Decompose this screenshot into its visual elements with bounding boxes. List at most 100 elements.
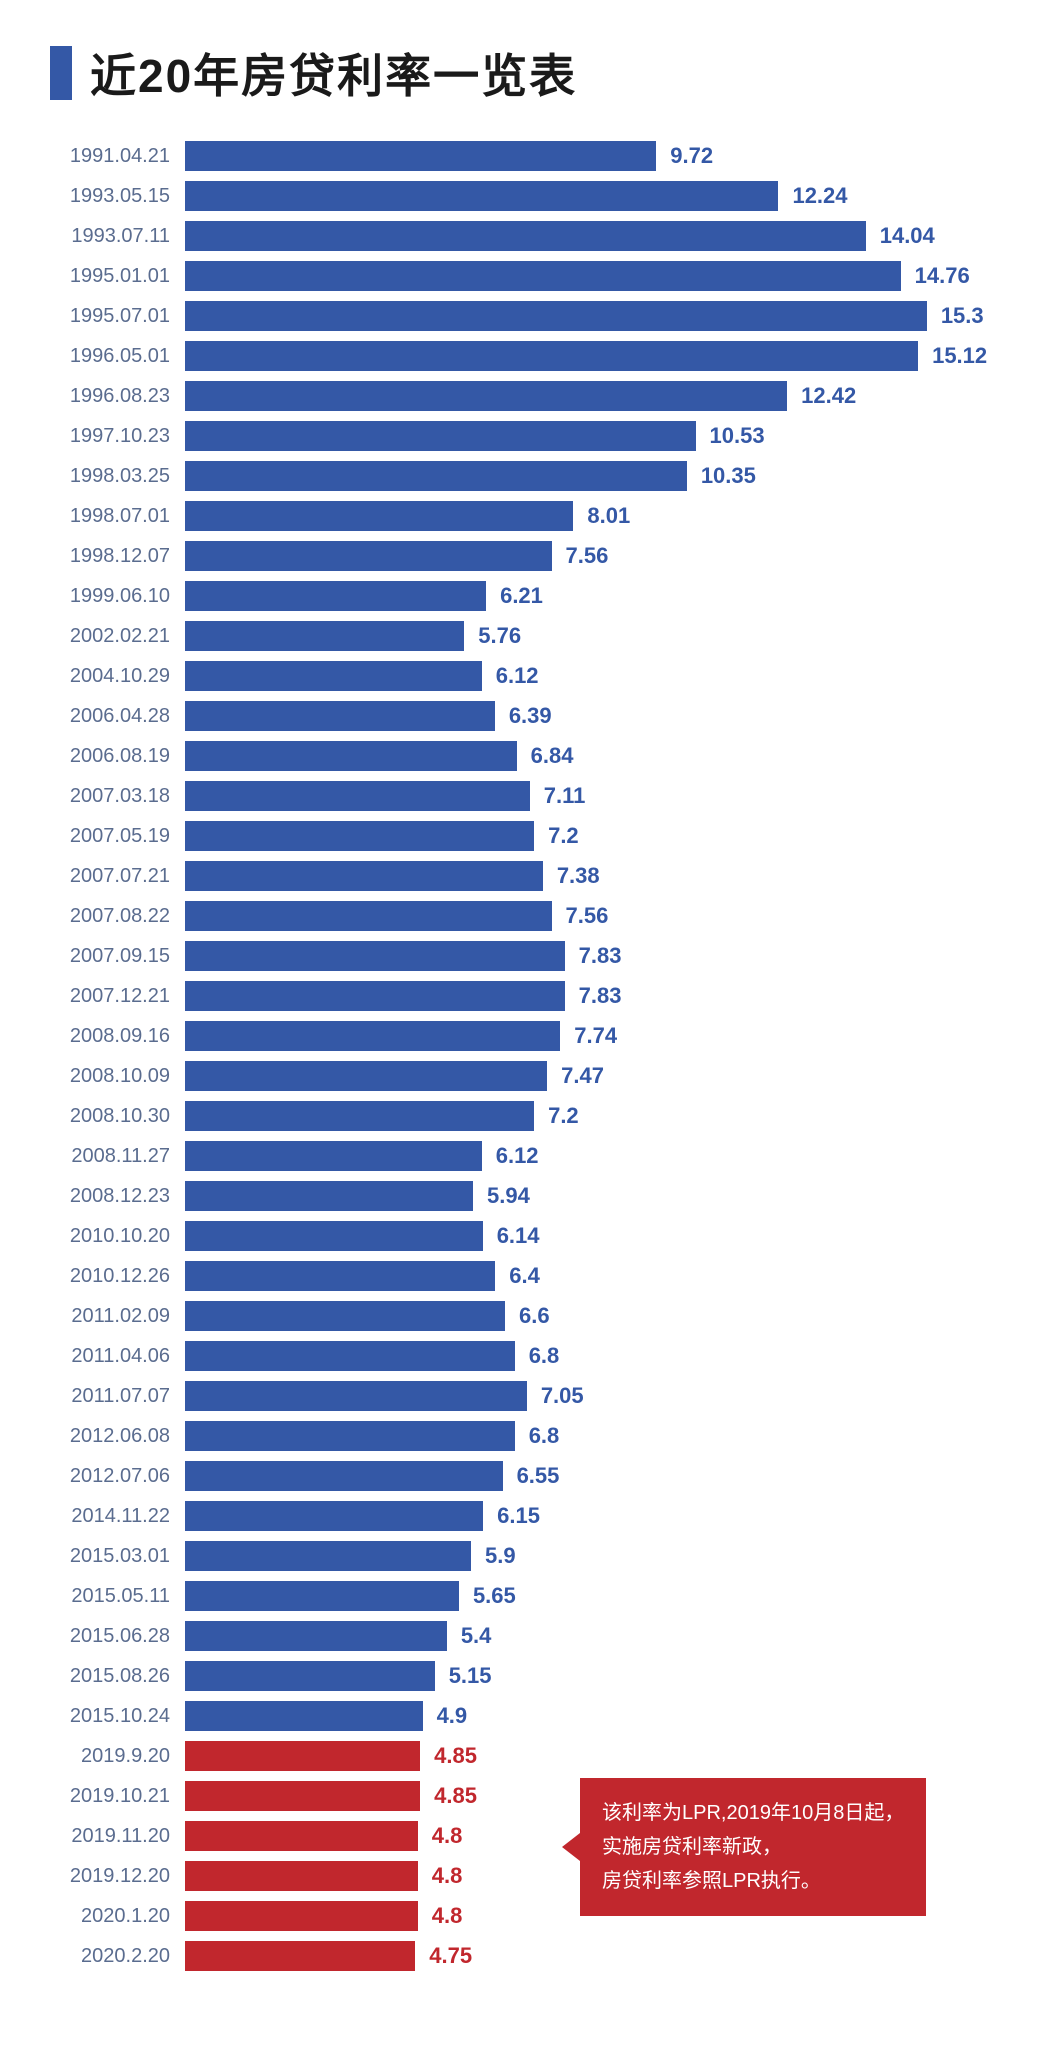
value-label: 7.11 <box>544 783 586 809</box>
value-label: 9.72 <box>670 143 713 169</box>
bar <box>185 781 530 811</box>
date-label: 2008.09.16 <box>50 1025 185 1048</box>
date-label: 2004.10.29 <box>50 665 185 688</box>
bar <box>185 1821 418 1851</box>
bar <box>185 941 565 971</box>
chart-row: 2007.07.217.38 <box>50 856 1000 896</box>
value-label: 14.04 <box>880 223 935 249</box>
chart-row: 2014.11.226.15 <box>50 1496 1000 1536</box>
bar-area: 6.8 <box>185 1421 1000 1451</box>
date-label: 2015.05.11 <box>50 1585 185 1608</box>
value-label: 4.8 <box>432 1903 463 1929</box>
bar <box>185 1541 471 1571</box>
date-label: 1991.04.21 <box>50 145 185 168</box>
date-label: 2008.10.09 <box>50 1065 185 1088</box>
date-label: 2011.07.07 <box>50 1385 185 1408</box>
bar <box>185 1141 482 1171</box>
value-label: 6.84 <box>531 743 574 769</box>
bar <box>185 301 927 331</box>
value-label: 10.35 <box>701 463 756 489</box>
date-label: 2008.12.23 <box>50 1185 185 1208</box>
bar <box>185 1661 435 1691</box>
chart-title: 近20年房贷利率一览表 <box>90 40 577 106</box>
bar-area: 6.12 <box>185 661 1000 691</box>
bar-area: 7.56 <box>185 541 1000 571</box>
date-label: 1999.06.10 <box>50 585 185 608</box>
bar-area: 7.05 <box>185 1381 1000 1411</box>
chart-row: 2011.04.06 6.8 <box>50 1336 1000 1376</box>
chart-row: 1998.07.018.01 <box>50 496 1000 536</box>
bar <box>185 1901 418 1931</box>
value-label: 12.24 <box>792 183 847 209</box>
chart-row: 2015.03.015.9 <box>50 1536 1000 1576</box>
date-label: 2008.10.30 <box>50 1105 185 1128</box>
date-label: 1993.07.11 <box>50 225 185 248</box>
bar-area: 6.84 <box>185 741 1000 771</box>
bar-area: 7.38 <box>185 861 1000 891</box>
chart-row: 2012.06.08 6.8 <box>50 1416 1000 1456</box>
bar-area: 10.35 <box>185 461 1000 491</box>
chart-row: 2008.10.30 7.2 <box>50 1096 1000 1136</box>
value-label: 6.4 <box>509 1263 540 1289</box>
date-label: 1995.01.01 <box>50 265 185 288</box>
title-marker <box>50 46 72 100</box>
chart-row: 2008.10.09 7.47 <box>50 1056 1000 1096</box>
chart-row: 2011.07.07 7.05 <box>50 1376 1000 1416</box>
value-label: 6.12 <box>496 663 539 689</box>
chart-row: 1995.07.0115.3 <box>50 296 1000 336</box>
bar-area: 7.83 <box>185 981 1000 1011</box>
bar-area: 15.12 <box>185 341 1000 371</box>
bar-area: 6.39 <box>185 701 1000 731</box>
bar-area: 6.4 <box>185 1261 1000 1291</box>
bar-area: 5.15 <box>185 1661 1000 1691</box>
bar-area: 6.14 <box>185 1221 1000 1251</box>
date-label: 2011.04.06 <box>50 1345 185 1368</box>
value-label: 7.47 <box>561 1063 604 1089</box>
date-label: 2002.02.21 <box>50 625 185 648</box>
bar-area: 6.15 <box>185 1501 1000 1531</box>
chart-row: 1993.05.15 12.24 <box>50 176 1000 216</box>
value-label: 4.8 <box>432 1863 463 1889</box>
value-label: 6.21 <box>500 583 543 609</box>
bar-area: 8.01 <box>185 501 1000 531</box>
bar-area: 7.74 <box>185 1021 1000 1051</box>
date-label: 2006.04.28 <box>50 705 185 728</box>
value-label: 5.9 <box>485 1543 516 1569</box>
chart-row: 2015.06.285.4 <box>50 1616 1000 1656</box>
value-label: 6.8 <box>529 1343 560 1369</box>
date-label: 2007.12.21 <box>50 985 185 1008</box>
bar <box>185 581 486 611</box>
bar <box>185 1101 534 1131</box>
value-label: 6.8 <box>529 1423 560 1449</box>
bar-area: 6.8 <box>185 1341 1000 1371</box>
date-label: 2010.10.20 <box>50 1225 185 1248</box>
bar <box>185 1621 447 1651</box>
value-label: 15.12 <box>932 343 987 369</box>
value-label: 7.2 <box>548 1103 579 1129</box>
date-label: 2008.11.27 <box>50 1145 185 1168</box>
value-label: 7.05 <box>541 1383 584 1409</box>
bar <box>185 1221 483 1251</box>
bar-area: 14.04 <box>185 221 1000 251</box>
bar <box>185 1021 560 1051</box>
bar-chart: 1991.04.219.721993.05.1512.241993.07.111… <box>50 136 1000 1976</box>
bar <box>185 541 552 571</box>
date-label: 2012.06.08 <box>50 1425 185 1448</box>
chart-row: 2015.10.244.9 <box>50 1696 1000 1736</box>
value-label: 6.15 <box>497 1503 540 1529</box>
value-label: 6.6 <box>519 1303 550 1329</box>
date-label: 2012.07.06 <box>50 1465 185 1488</box>
chart-row: 1993.07.11 14.04 <box>50 216 1000 256</box>
bar <box>185 1381 527 1411</box>
chart-row: 2006.08.196.84 <box>50 736 1000 776</box>
date-label: 1998.07.01 <box>50 505 185 528</box>
chart-row: 2007.03.187.11 <box>50 776 1000 816</box>
bar-area: 5.76 <box>185 621 1000 651</box>
chart-row: 2020.2.204.75 <box>50 1936 1000 1976</box>
bar-area: 15.3 <box>185 301 1000 331</box>
date-label: 2019.9.20 <box>50 1745 185 1768</box>
chart-row: 2011.02.096.6 <box>50 1296 1000 1336</box>
bar <box>185 1861 418 1891</box>
date-label: 1993.05.15 <box>50 185 185 208</box>
value-label: 14.76 <box>915 263 970 289</box>
